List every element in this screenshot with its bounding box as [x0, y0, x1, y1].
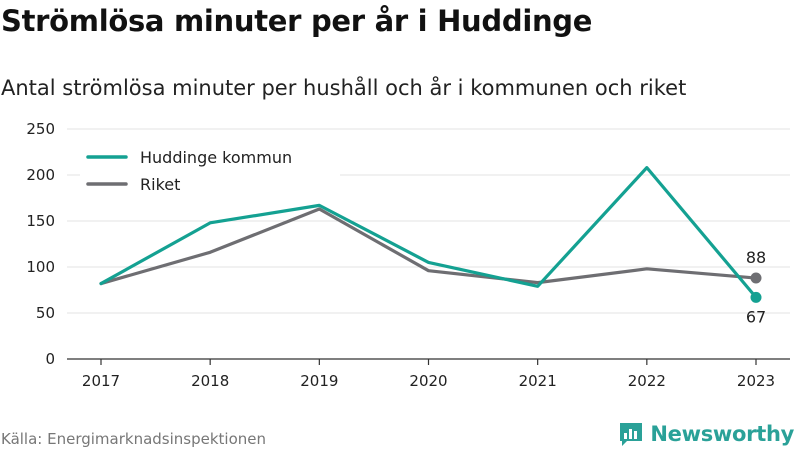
data-label-riket: 88 [746, 248, 766, 267]
end-point-riket [750, 272, 762, 284]
y-tick-label: 100 [26, 258, 55, 276]
x-tick-label: 2021 [519, 372, 557, 390]
x-tick-label: 2018 [191, 372, 229, 390]
source-note: Källa: Energimarknadsinspektionen [1, 430, 267, 448]
series-line-riket [99, 207, 758, 286]
y-tick-label: 250 [26, 120, 55, 138]
x-tick-label: 2019 [300, 372, 338, 390]
y-tick-label: 50 [36, 304, 55, 322]
bar-chart-icon [620, 423, 643, 446]
y-tick-label: 150 [26, 212, 55, 230]
x-tick-label: 2023 [737, 372, 775, 390]
y-tick-label: 0 [45, 350, 55, 368]
end-point-huddinge [750, 291, 762, 303]
brand-logo: Newsworthy [618, 419, 794, 449]
chart-title: Strömlösa minuter per år i Huddinge [1, 4, 593, 38]
x-tick-label: 2017 [82, 372, 120, 390]
series-line-huddinge [99, 166, 758, 299]
legend-label-huddinge: Huddinge kommun [140, 148, 292, 167]
x-tick-label: 2020 [409, 372, 447, 390]
data-label-huddinge: 67 [746, 307, 766, 326]
brand-name: Newsworthy [650, 422, 794, 446]
chart-subtitle: Antal strömlösa minuter per hushåll och … [1, 76, 687, 100]
legend-box [80, 142, 340, 202]
legend-label-riket: Riket [140, 175, 180, 194]
line-chart: 0 50 100 150 200 250 2017 2018 2019 2020 2021 2022 2… [26, 120, 790, 390]
x-tick-label: 2022 [628, 372, 666, 390]
y-tick-label: 200 [26, 166, 55, 184]
